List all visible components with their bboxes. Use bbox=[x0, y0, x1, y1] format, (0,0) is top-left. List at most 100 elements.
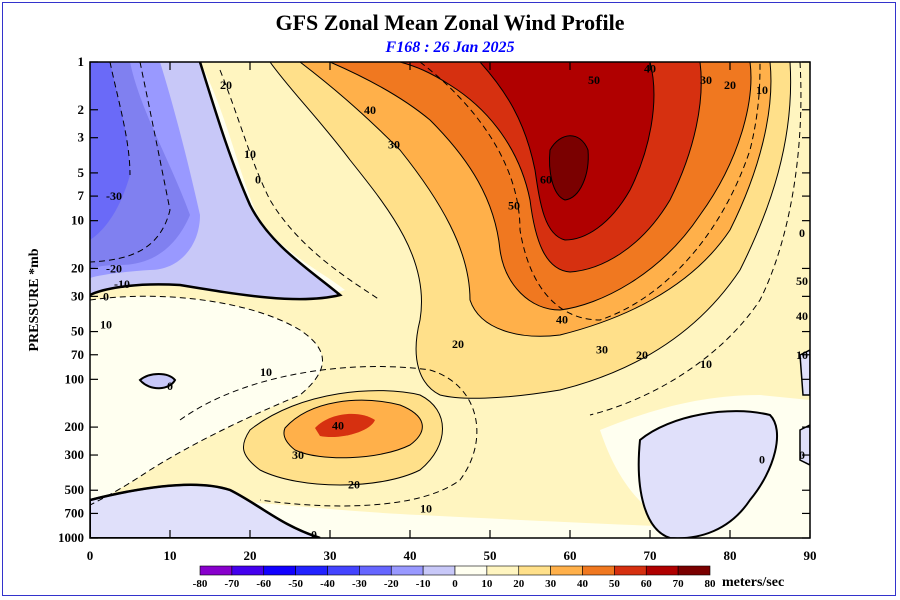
legend-swatch bbox=[486, 565, 520, 576]
x-tick-label: 60 bbox=[564, 548, 577, 563]
zero-contour-upper bbox=[90, 62, 343, 301]
contour-label: 20 bbox=[636, 348, 648, 362]
x-tick-label: 70 bbox=[644, 548, 657, 563]
legend-swatch bbox=[199, 565, 233, 576]
contour-30-lower bbox=[283, 399, 423, 459]
x-tick-label: 20 bbox=[244, 548, 257, 563]
legend-level-label: -80 bbox=[193, 578, 208, 590]
contour-20-left bbox=[269, 62, 441, 396]
color-legend: -80 -70 -60 -50 -40 -30 -20 -10 0 10 20 30 40 50 60 70 8… bbox=[193, 565, 717, 590]
contour-label: 0 bbox=[799, 448, 805, 462]
legend-level-label: 50 bbox=[609, 578, 621, 590]
contour-5-left bbox=[90, 295, 323, 506]
contour-label: 20 bbox=[220, 78, 232, 92]
region-minus-small-blob bbox=[138, 373, 177, 390]
contour-label: 0 bbox=[759, 452, 765, 466]
legend-swatch bbox=[231, 565, 265, 576]
legend-level-label: -20 bbox=[384, 578, 399, 590]
y-tick-label: 300 bbox=[65, 447, 85, 462]
y-tick-label: 7 bbox=[78, 188, 85, 203]
contour-60 bbox=[479, 62, 655, 241]
region-70-core bbox=[549, 135, 589, 200]
contour-label: 50 bbox=[796, 274, 808, 288]
y-tick-label: 2 bbox=[78, 102, 85, 117]
legend-swatch bbox=[422, 565, 456, 576]
legend-level-label: 10 bbox=[481, 578, 493, 590]
legend-level-label: 20 bbox=[513, 578, 525, 590]
x-tick-label: 50 bbox=[484, 548, 497, 563]
contour-label: -20 bbox=[106, 261, 122, 275]
legend-level-label: 80 bbox=[705, 578, 717, 590]
contour-50 bbox=[399, 62, 702, 273]
contour-labels: -30 -20 -10 0 10 0 20 10 0 40 30 50 60 50 40 30 20 10 40 30… bbox=[100, 62, 808, 542]
contour-label: 50 bbox=[588, 73, 600, 87]
x-tick-label: 40 bbox=[404, 548, 417, 563]
chart-title: GFS Zonal Mean Zonal Wind Profile bbox=[275, 10, 624, 35]
legend-swatch bbox=[295, 565, 328, 576]
contour-label: 30 bbox=[700, 73, 712, 87]
contour-label: 10 bbox=[100, 317, 112, 331]
legend-level-label: -10 bbox=[416, 578, 431, 590]
legend-swatch bbox=[582, 565, 615, 576]
y-tick-label: 200 bbox=[65, 419, 85, 434]
y-tick-label: 30 bbox=[71, 288, 84, 303]
x-tick-label: 30 bbox=[324, 548, 337, 563]
contour-label: 10 bbox=[796, 348, 808, 362]
contour-label: 20 bbox=[348, 477, 360, 491]
dashed-contour-2 bbox=[90, 62, 171, 263]
legend-level-label: 0 bbox=[452, 578, 458, 590]
contour-label: 40 bbox=[332, 418, 344, 432]
contour-label: 50 bbox=[508, 198, 520, 212]
contour-label: -30 bbox=[106, 189, 122, 203]
dashed-contour-6 bbox=[589, 62, 802, 416]
legend-level-label: 60 bbox=[641, 578, 653, 590]
contour-label: 60 bbox=[540, 172, 552, 186]
contour-line-layer bbox=[90, 62, 802, 538]
y-axis-label: PRESSURE *mb bbox=[27, 248, 42, 351]
contour-20-lower bbox=[242, 390, 443, 486]
dashed-contour-5 bbox=[419, 62, 761, 321]
contour-label: 10 bbox=[756, 83, 768, 97]
contour-label: 10 bbox=[260, 365, 272, 379]
legend-level-label: 40 bbox=[577, 578, 589, 590]
contour-40 bbox=[329, 62, 752, 311]
contour-label: 0 bbox=[311, 527, 317, 541]
contour-label: 30 bbox=[596, 343, 608, 357]
legend-level-label: -70 bbox=[225, 578, 240, 590]
units-label: meters/sec bbox=[722, 575, 784, 590]
contour-label: -10 bbox=[114, 277, 130, 291]
legend-swatch bbox=[518, 565, 551, 576]
x-tick-label: 90 bbox=[804, 548, 817, 563]
contour-label: 0 bbox=[103, 289, 109, 303]
contour-label: 20 bbox=[452, 337, 464, 351]
legend-level-label: -30 bbox=[352, 578, 367, 590]
legend-swatch bbox=[550, 565, 583, 576]
y-tick-label: 1000 bbox=[58, 530, 84, 545]
region-minus-right-edge-1 bbox=[799, 349, 810, 396]
contour-label: 40 bbox=[364, 103, 376, 117]
contour-label: 0 bbox=[167, 379, 173, 393]
zero-contour-surface bbox=[90, 483, 321, 538]
region-40-50-lower-core bbox=[315, 413, 375, 438]
legend-swatch bbox=[454, 565, 488, 576]
contour-fill-layer bbox=[90, 62, 810, 538]
legend-level-label: -40 bbox=[320, 578, 335, 590]
region-minus-right-blob bbox=[637, 410, 778, 538]
contour-20-right bbox=[439, 62, 792, 399]
dashed-contour-1 bbox=[219, 69, 381, 301]
x-axis: 0 10 20 30 40 50 60 70 80 90 bbox=[87, 62, 817, 563]
y-tick-label: 3 bbox=[78, 130, 85, 145]
contour-label: 40 bbox=[644, 62, 656, 76]
y-tick-label: 1 bbox=[78, 54, 85, 69]
legend-swatch bbox=[614, 565, 647, 576]
legend-swatch bbox=[359, 565, 392, 576]
plot-frame bbox=[89, 61, 811, 539]
chart-subtitle: F168 : 26 Jan 2025 bbox=[385, 39, 515, 56]
y-tick-label: 500 bbox=[65, 482, 85, 497]
y-tick-label: 5 bbox=[78, 165, 85, 180]
x-tick-label: 80 bbox=[724, 548, 737, 563]
legend-level-label: -50 bbox=[288, 578, 303, 590]
contour-30 bbox=[299, 62, 772, 337]
